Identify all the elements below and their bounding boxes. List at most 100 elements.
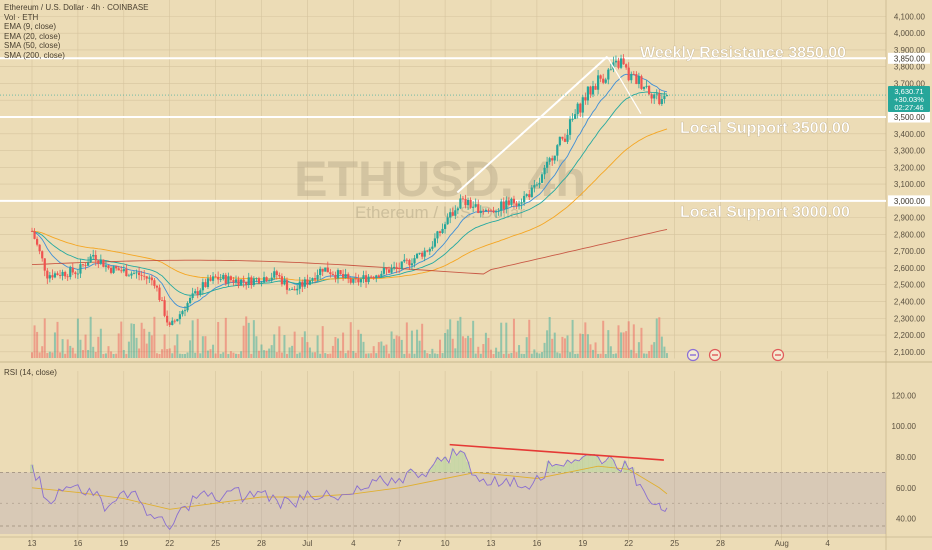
candle-body bbox=[135, 272, 138, 274]
volume-bar bbox=[561, 336, 564, 358]
candle-body bbox=[632, 73, 635, 75]
price-tick-label: 2,200.00 bbox=[894, 331, 926, 340]
candle-body bbox=[413, 258, 416, 264]
volume-bar bbox=[592, 349, 594, 358]
candle-body bbox=[71, 267, 74, 273]
volume-bar bbox=[339, 350, 342, 358]
rsi-title[interactable]: RSI (14, close) bbox=[4, 368, 57, 377]
candle-body bbox=[510, 198, 513, 205]
candle-body bbox=[234, 279, 238, 283]
candle-body bbox=[426, 250, 429, 252]
volume-bar bbox=[235, 353, 237, 358]
symbol-title[interactable]: Ethereum / U.S. Dollar · 4h · COINBASE bbox=[4, 3, 149, 12]
volume-bar bbox=[528, 319, 531, 358]
candle-body bbox=[211, 276, 215, 281]
time-tick-label: 16 bbox=[532, 539, 541, 548]
candle-body bbox=[270, 277, 273, 281]
candle-body bbox=[240, 279, 243, 286]
volume-bar bbox=[535, 352, 538, 358]
volume-bar bbox=[653, 342, 656, 358]
candle-body bbox=[382, 267, 385, 274]
candle-body bbox=[36, 238, 39, 245]
time-tick-label: 13 bbox=[487, 539, 496, 548]
volume-bar bbox=[280, 352, 283, 358]
candle-body bbox=[97, 260, 100, 264]
candle-body bbox=[393, 266, 396, 269]
volume-bar bbox=[408, 353, 411, 358]
candle-body bbox=[640, 76, 643, 89]
price-badge-countdown: 02:27:46 bbox=[894, 103, 923, 112]
volume-bar bbox=[224, 317, 227, 358]
candle-body bbox=[291, 289, 294, 290]
volume-bar bbox=[331, 345, 334, 358]
time-tick-label: Aug bbox=[775, 539, 789, 548]
candle-body bbox=[171, 320, 174, 325]
candle-body bbox=[217, 276, 220, 280]
event-icons[interactable] bbox=[686, 348, 785, 362]
indicator-ema20[interactable]: EMA (20, close) bbox=[4, 31, 61, 41]
volume-bar bbox=[288, 347, 291, 358]
candle-body bbox=[99, 259, 102, 264]
candle-body bbox=[245, 281, 248, 285]
time-tick-label: 25 bbox=[670, 539, 679, 548]
volume-bar bbox=[66, 339, 69, 358]
indicator-sma50[interactable]: SMA (50, close) bbox=[4, 41, 61, 51]
level-axis-tag bbox=[888, 111, 930, 123]
volume-bar bbox=[640, 327, 643, 358]
candle-body bbox=[364, 275, 368, 283]
candle-body bbox=[48, 275, 51, 279]
candle-body bbox=[515, 203, 518, 206]
candle-body bbox=[148, 277, 151, 279]
candle-body bbox=[339, 270, 342, 274]
volume-bar bbox=[46, 353, 49, 358]
volume-bar bbox=[426, 353, 429, 358]
volume-bar bbox=[357, 329, 360, 358]
time-tick-label: Jul bbox=[302, 539, 312, 548]
candle-body bbox=[385, 267, 388, 270]
volume-bar bbox=[487, 337, 490, 358]
volume-bar bbox=[658, 317, 661, 358]
volume-bar bbox=[581, 334, 584, 358]
volume-bar bbox=[451, 338, 454, 358]
volume-bar bbox=[431, 348, 434, 358]
price-tick-label: 2,100.00 bbox=[894, 348, 926, 357]
volume-bar bbox=[306, 342, 309, 358]
candle-body bbox=[107, 265, 110, 269]
candle-body bbox=[461, 198, 465, 200]
volume-bar bbox=[421, 323, 424, 358]
candle-body bbox=[637, 76, 640, 85]
volume-bar bbox=[533, 349, 536, 358]
candle-body bbox=[622, 58, 625, 65]
indicator-ema9[interactable]: EMA (9, close) bbox=[4, 22, 57, 32]
indicator-sma200[interactable]: SMA (200, close) bbox=[4, 50, 65, 60]
volume-bar bbox=[405, 322, 408, 358]
volume-bar bbox=[227, 353, 230, 358]
time-tick-label: 19 bbox=[578, 539, 587, 548]
volume-bar bbox=[257, 350, 260, 358]
volume-bar bbox=[196, 318, 199, 358]
volume-bar bbox=[145, 343, 148, 358]
volume-bar bbox=[459, 316, 462, 358]
candle-body bbox=[74, 272, 77, 274]
volume-bar bbox=[584, 322, 587, 358]
candle-body bbox=[209, 278, 212, 281]
time-axis[interactable]: 13 16 19 22 25 28 Jul 4 7 10 13 16 19 22 25 28 Aug 4 bbox=[28, 539, 831, 548]
price-axis[interactable]: 2,100.00 2,200.00 2,300.00 2,400.00 2,500.00… bbox=[888, 12, 930, 357]
candle-body bbox=[359, 279, 363, 283]
volume-bar bbox=[206, 350, 209, 358]
indicator-volume[interactable]: Vol · ETH bbox=[4, 12, 39, 22]
volume-bar bbox=[359, 333, 362, 358]
volume-bar bbox=[97, 336, 100, 358]
volume-bar bbox=[607, 330, 610, 358]
candle-body bbox=[196, 291, 199, 295]
candle-body bbox=[285, 280, 289, 290]
candle-body bbox=[357, 278, 360, 283]
candle-body bbox=[283, 280, 286, 285]
candle-body bbox=[352, 278, 355, 283]
rsi-axis[interactable]: 40.00 60.00 80.00 100.00 120.00 bbox=[892, 391, 917, 523]
candle-body bbox=[372, 276, 375, 279]
price-tick-label: 2,600.00 bbox=[894, 264, 926, 273]
volume-bars bbox=[31, 316, 668, 358]
volume-bar bbox=[349, 322, 352, 358]
